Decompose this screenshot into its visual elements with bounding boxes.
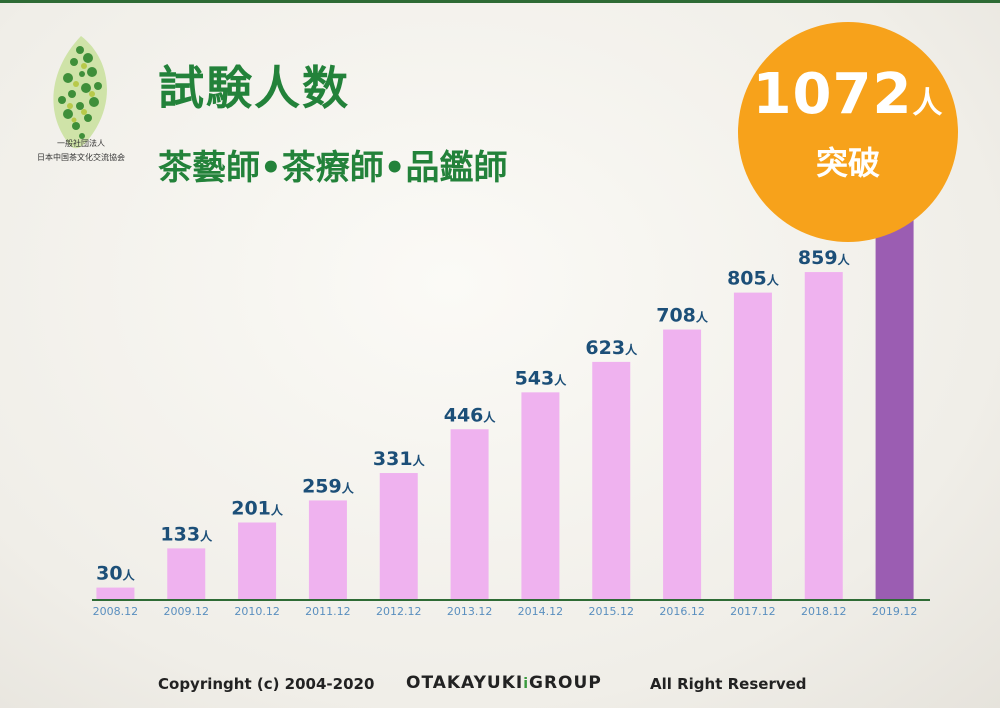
bar-2014.12 <box>521 392 560 599</box>
badge-text: 突破 <box>815 144 880 182</box>
bar-2010.12 <box>238 522 277 599</box>
highlight-badge <box>738 22 958 242</box>
footer-rights: All Right Reserved <box>650 675 807 693</box>
data-label-2017.12: 805人 <box>727 268 780 290</box>
bar-2012.12 <box>379 473 418 599</box>
bar-2018.12 <box>804 272 843 599</box>
x-tick-2018.12: 2018.12 <box>801 605 847 618</box>
data-label-2014.12: 543人 <box>515 367 568 389</box>
badge-number-value: 1072 <box>752 62 913 127</box>
tea-leaf-logo-icon <box>53 36 107 149</box>
bar-2019.12 <box>875 191 914 599</box>
x-tick-2011.12: 2011.12 <box>305 605 351 618</box>
data-label-2010.12: 201人 <box>231 498 284 520</box>
bar-2011.12 <box>308 500 347 599</box>
org-type-label: 一般社団法人 <box>57 139 105 148</box>
x-tick-2019.12: 2019.12 <box>872 605 918 618</box>
badge-number-unit: 人 <box>912 86 944 121</box>
bar-2013.12 <box>450 429 489 599</box>
x-tick-2008.12: 2008.12 <box>93 605 139 618</box>
data-label-2012.12: 331人 <box>373 448 426 470</box>
x-tick-2013.12: 2013.12 <box>447 605 493 618</box>
data-label-2015.12: 623人 <box>585 337 638 359</box>
data-label-2008.12: 30人 <box>96 563 135 585</box>
data-label-2016.12: 708人 <box>656 305 709 327</box>
org-name-label: 日本中国茶文化交流協会 <box>37 153 125 162</box>
bar-2016.12 <box>663 329 702 599</box>
footer-brand-tail: GROUP <box>529 673 602 693</box>
page-subtitle: 茶藝師•茶療師•品鑑師 <box>158 148 508 188</box>
x-tick-2012.12: 2012.12 <box>376 605 422 618</box>
data-label-2013.12: 446人 <box>444 404 497 426</box>
x-tick-2014.12: 2014.12 <box>518 605 564 618</box>
footer-brand-main: OTAKAYUKI <box>406 673 524 693</box>
x-tick-2009.12: 2009.12 <box>164 605 210 618</box>
x-tick-2017.12: 2017.12 <box>730 605 776 618</box>
bar-2015.12 <box>592 361 631 599</box>
x-tick-2010.12: 2010.12 <box>234 605 280 618</box>
bar-2009.12 <box>167 548 206 599</box>
footer-brand-mark: ⅰ <box>523 676 530 692</box>
x-tick-2015.12: 2015.12 <box>589 605 635 618</box>
data-label-2011.12: 259人 <box>302 475 355 497</box>
bar-2008.12 <box>96 587 135 599</box>
bar-2017.12 <box>733 292 772 599</box>
badge-number: 1072人 <box>738 62 958 127</box>
top-border-line <box>0 0 1000 3</box>
footer-brand: OTAKAYUKIⅰGROUP <box>406 673 602 693</box>
data-label-2018.12: 859人 <box>798 247 851 269</box>
page-title: 試験人数 <box>158 61 350 115</box>
footer-copyright: Copyringht (c) 2004-2020 <box>158 675 375 693</box>
data-label-2009.12: 133人 <box>160 523 213 545</box>
x-tick-2016.12: 2016.12 <box>659 605 705 618</box>
